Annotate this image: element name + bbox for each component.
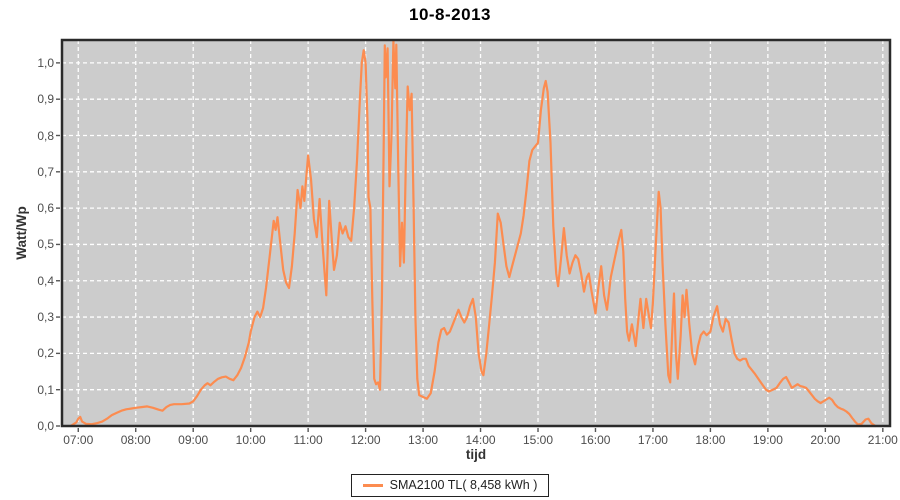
- legend-box: SMA2100 TL( 8,458 kWh ): [350, 474, 550, 497]
- y-tick-label: 0,6: [37, 201, 54, 216]
- y-tick-label: 0,2: [37, 346, 54, 361]
- x-tick-label: 16:00: [580, 433, 611, 447]
- x-tick-label: 12:00: [350, 433, 381, 447]
- y-tick-label: 1,0: [37, 55, 54, 70]
- x-tick-label: 13:00: [408, 433, 439, 447]
- legend: SMA2100 TL( 8,458 kWh ): [0, 474, 900, 497]
- y-tick-label: 0,9: [37, 92, 54, 107]
- x-tick-label: 20:00: [810, 433, 841, 447]
- x-tick-label: 10:00: [235, 433, 266, 447]
- x-tick-label: 07:00: [63, 433, 94, 447]
- x-tick-label: 18:00: [695, 433, 726, 447]
- x-tick-label: 17:00: [637, 433, 668, 447]
- y-tick-label: 0,0: [37, 419, 54, 433]
- chart-title: 10-8-2013: [408, 5, 491, 24]
- y-axis-title: Watt/Wp: [14, 206, 29, 260]
- y-tick-label: 0,7: [37, 164, 54, 179]
- series-line: [69, 40, 877, 428]
- x-tick-label: 19:00: [752, 433, 783, 447]
- y-tick-label: 0,5: [37, 237, 54, 252]
- y-tick-label: 0,3: [37, 310, 54, 325]
- x-tick-label: 14:00: [465, 433, 496, 447]
- y-tick-label: 0,1: [37, 382, 54, 397]
- y-tick-label: 0,8: [37, 128, 54, 143]
- plot-area: [56, 38, 892, 432]
- x-axis-title: tijd: [465, 447, 487, 462]
- x-tick-label: 09:00: [178, 433, 209, 447]
- plot-border: [60, 38, 892, 428]
- x-tick-label: 11:00: [293, 433, 323, 447]
- x-tick-label: 21:00: [867, 433, 898, 447]
- plot-background: [62, 40, 890, 426]
- legend-line-swatch-icon: [362, 483, 383, 487]
- y-tick-label: 0,4: [37, 273, 54, 288]
- legend-series-label: SMA2100 TL( 8,458 kWh ): [389, 478, 538, 492]
- x-tick-label: 08:00: [120, 433, 151, 447]
- x-tick-label: 15:00: [522, 433, 554, 447]
